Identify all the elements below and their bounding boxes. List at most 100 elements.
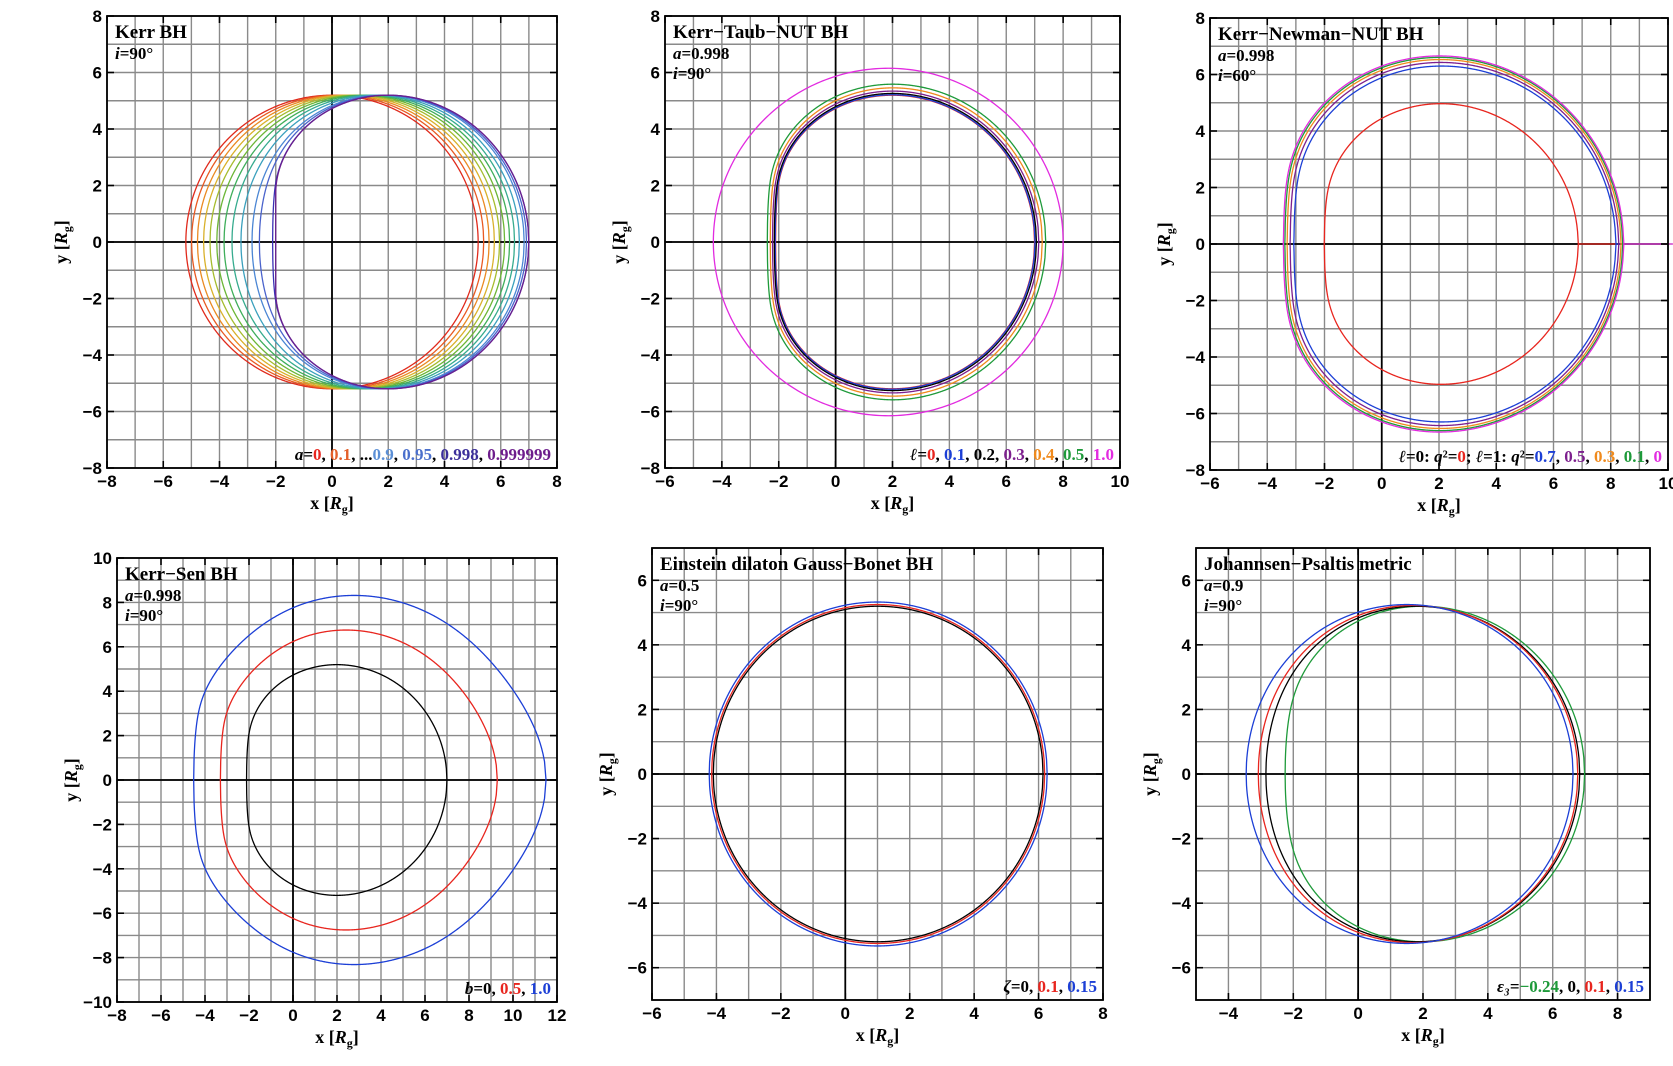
y-tick-label: −6 [628, 959, 647, 978]
x-tick-label: 2 [905, 1004, 914, 1023]
x-tick-label: −4 [1219, 1004, 1239, 1023]
panel-title: Kerr−Taub−NUT BH [673, 22, 848, 43]
legend-entry: , [322, 445, 331, 464]
x-tick-label: 4 [440, 472, 450, 491]
legend-entry: = [1525, 447, 1535, 466]
x-tick-label: 0 [841, 1004, 850, 1023]
y-tick-label: 4 [1196, 122, 1206, 141]
legend-entry: 0.5 [1564, 447, 1585, 466]
x-tick-label: 2 [384, 472, 393, 491]
x-ticks: −6 −4 −2 0 2 4 6 8 [642, 548, 1108, 1023]
y-tick-label: −4 [628, 894, 648, 913]
series-group [185, 94, 530, 390]
x-tick-label: 0 [288, 1006, 297, 1025]
legend: a=0, 0.1, ...0.9, 0.95, 0.998, 0.999999 [295, 445, 551, 464]
legend-entry: 0.1 [330, 445, 351, 464]
series-2-curve [1265, 605, 1581, 943]
y-tick-label: −6 [83, 403, 102, 422]
series-1-curve [1323, 103, 1616, 385]
legend-entry: ² [1443, 447, 1448, 466]
y-ticks: −8 −6 −4 −2 0 2 4 6 8 [1186, 9, 1668, 480]
y-tick-label: −2 [641, 290, 660, 309]
y-tick-label: 2 [651, 177, 660, 196]
y-tick-label: 6 [638, 571, 647, 590]
series-13-curve [275, 94, 530, 390]
x-tick-label: 6 [420, 1006, 429, 1025]
y-tick-label: −2 [1186, 292, 1205, 311]
x-tick-label: 2 [888, 472, 897, 491]
legend-entry: 1.0 [1093, 445, 1114, 464]
legend-entry: , [965, 445, 974, 464]
series-4-curve [202, 94, 496, 390]
series-3-curve [193, 594, 547, 966]
series-2-curve [1293, 65, 1664, 423]
series-4-curve [771, 90, 1040, 394]
x-tick-label: 4 [1483, 1004, 1493, 1023]
x-tick-label: 2 [1418, 1004, 1427, 1023]
y-tick-label: 0 [651, 233, 660, 252]
series-group [1282, 55, 1673, 433]
legend-entry: , [1586, 447, 1595, 466]
y-axis-label: y [Rg] [596, 752, 619, 796]
legend-entry: 0.9 [373, 445, 394, 464]
x-tick-label: −2 [769, 472, 788, 491]
x-tick-label: 4 [945, 472, 955, 491]
x-tick-label: 6 [496, 472, 505, 491]
y-axis-label: y [Rg] [609, 220, 632, 264]
x-tick-label: −4 [712, 472, 732, 491]
legend-entry: 0 [483, 979, 492, 998]
x-tick-label: −2 [1315, 474, 1334, 493]
y-ticks: −6 −4 −2 0 2 4 6 [628, 571, 1103, 978]
panel-param: i=90° [115, 44, 153, 63]
panel-title: Kerr−Newman−NUT BH [1218, 24, 1424, 45]
legend-entry: 0 [1568, 977, 1577, 996]
x-ticks: −8 −6 −4 −2 0 2 4 6 8 10 12 [107, 558, 566, 1025]
legend-entry: 0.3 [1594, 447, 1615, 466]
series-group [712, 67, 1064, 417]
series-1-curve [708, 601, 1048, 947]
series-5-curve [769, 87, 1043, 397]
panel-title: Johannsen−Psaltis metric [1204, 554, 1412, 575]
legend-entry: , [995, 445, 1004, 464]
x-tick-label: 8 [1098, 1004, 1107, 1023]
y-tick-label: 8 [93, 7, 102, 26]
y-tick-label: 2 [1196, 179, 1205, 198]
panel-param: a=0.5 [660, 576, 699, 595]
y-tick-label: 4 [103, 682, 113, 701]
series-2-curve [190, 94, 485, 390]
x-tick-label: −4 [1258, 474, 1278, 493]
series-6-curve [1282, 55, 1673, 433]
x-tick-label: 6 [1002, 472, 1011, 491]
y-tick-label: 4 [651, 120, 661, 139]
series-4-curve [1245, 603, 1574, 945]
y-tick-label: −4 [93, 860, 113, 879]
x-tick-label: −6 [655, 472, 674, 491]
x-tick-label: −2 [1284, 1004, 1303, 1023]
y-tick-label: −8 [1186, 461, 1205, 480]
legend-entry: 0.998 [441, 445, 479, 464]
y-axis-label: y [Rg] [1154, 222, 1177, 266]
series-group [193, 594, 547, 966]
x-tick-label: 8 [1606, 474, 1615, 493]
x-tick-label: −8 [107, 1006, 126, 1025]
series-2-curve [711, 603, 1046, 945]
panel-param: i=90° [660, 596, 698, 615]
legend-entry: 0.1 [1038, 977, 1059, 996]
series-group [708, 601, 1048, 947]
legend-entry: 0.3 [1004, 445, 1025, 464]
legend-entry: 0.999999 [487, 445, 551, 464]
series-7-curve [712, 67, 1064, 417]
x-tick-label: 8 [1613, 1004, 1622, 1023]
series-2-curve [219, 629, 498, 931]
legend: ζ=0, 0.1, 0.15 [1003, 977, 1097, 996]
legend-entry: 1.0 [530, 979, 551, 998]
y-tick-label: −6 [641, 403, 660, 422]
x-axis-label: x [Rg] [315, 1027, 359, 1050]
y-tick-label: 0 [93, 233, 102, 252]
legend: ℓ=0, 0.1, 0.2, 0.3, 0.4, 0.5, 1.0 [910, 445, 1114, 464]
legend-entry: , [1029, 977, 1038, 996]
legend-entry: =0: [1406, 447, 1434, 466]
x-tick-label: 6 [1549, 474, 1558, 493]
series-2-curve [774, 94, 1036, 390]
legend-entry: , ... [351, 445, 372, 464]
